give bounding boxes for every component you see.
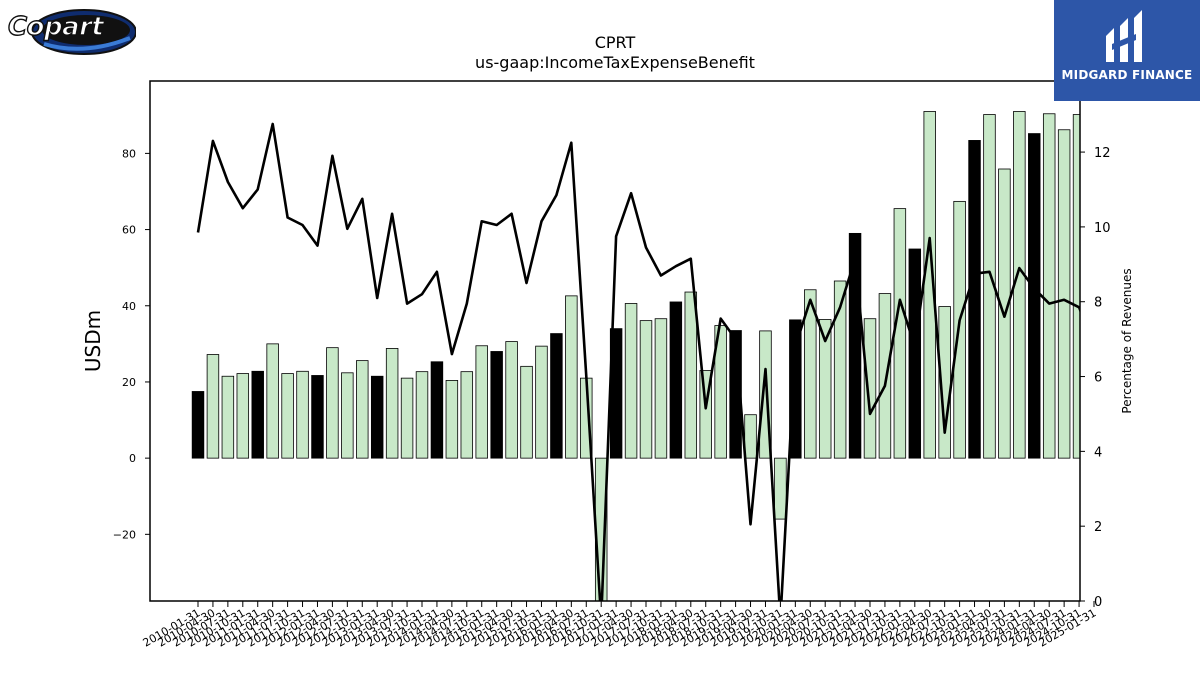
bar-2014-10-31 <box>475 345 488 459</box>
bar-2024-04-30 <box>1042 113 1056 459</box>
bar-2020-07-31 <box>818 319 832 459</box>
bar-2021-04-30 <box>863 318 877 459</box>
bar-2019-04-30 <box>744 414 757 459</box>
chart-title: CPRT <box>595 33 636 52</box>
y2-tick-label: 2 <box>1094 520 1102 535</box>
bar-2015-10-31 <box>535 345 548 459</box>
bar-2019-10-31 <box>774 457 787 520</box>
bar-2017-04-30 <box>624 303 638 459</box>
bar-2016-04-30 <box>565 295 578 459</box>
bar-2019-01-31 <box>729 330 742 459</box>
bar-2010-07-31 <box>221 375 235 459</box>
bar-2011-10-31 <box>296 370 309 459</box>
y-tick-label: 80 <box>122 147 136 160</box>
copart-logo-text: Copart <box>7 11 104 42</box>
bar-2018-04-30 <box>684 291 698 459</box>
bar-2012-01-31 <box>311 375 324 459</box>
bar-2020-10-31 <box>833 280 847 459</box>
bar-2011-07-31 <box>281 373 294 459</box>
bar-2025-01-31 <box>1088 167 1100 458</box>
bar-2015-04-30 <box>505 341 518 459</box>
bar-2015-07-31 <box>520 365 533 459</box>
chart-subtitle: us-gaap:IncomeTaxExpenseBenefit <box>475 53 755 72</box>
y-tick-label: 20 <box>122 376 136 389</box>
copart-logo-icon <box>31 9 137 55</box>
bar-2018-01-31 <box>669 301 683 459</box>
bar-2018-07-31 <box>699 370 712 459</box>
bar-2012-10-31 <box>356 360 369 459</box>
bar-2013-07-31 <box>400 377 414 459</box>
bar-2020-04-30 <box>804 289 817 459</box>
bar-2010-01-31 <box>191 391 205 459</box>
bar-2014-07-31 <box>460 371 474 459</box>
bar-2011-01-31 <box>251 370 264 459</box>
bar-2024-10-31 <box>1072 114 1080 459</box>
bar-2013-10-31 <box>415 371 429 459</box>
bar-2021-10-31 <box>893 208 907 459</box>
line-series <box>196 122 1080 601</box>
y-tick-label: 0 <box>129 452 136 465</box>
y2-tick-label: 0 <box>1094 595 1102 610</box>
bar-2024-07-31 <box>1057 129 1071 459</box>
bar-2017-10-31 <box>654 318 668 459</box>
y2-axis-label: Percentage of Revenues <box>1120 268 1134 413</box>
midgard-finance-logo: MIDGARD FINANCE <box>1054 0 1200 101</box>
bar-2010-04-30 <box>206 354 220 459</box>
bar-2016-01-31 <box>550 333 563 459</box>
y2-tick-label: 10 <box>1094 221 1111 236</box>
bar-2020-01-31 <box>789 319 802 459</box>
bar-2013-04-30 <box>385 348 399 459</box>
bar-2010-10-31 <box>236 373 250 459</box>
bar-2024-01-31 <box>1028 133 1041 459</box>
bar-2021-07-31 <box>878 293 892 459</box>
y2-tick-label: 4 <box>1094 445 1102 460</box>
midgard-logo-icon <box>1106 10 1142 62</box>
bar-2019-07-31 <box>759 330 772 459</box>
y-axis-label: USDm <box>81 310 105 372</box>
bar-2021-01-31 <box>848 232 862 459</box>
y2-tick-label: 12 <box>1094 146 1111 161</box>
percentage-line <box>196 122 1080 601</box>
y-tick-label: 40 <box>122 300 136 313</box>
bar-2012-04-30 <box>326 347 339 459</box>
bar-2017-07-31 <box>639 320 653 459</box>
axes: −200204060800246810122010-01-312010-04-3… <box>113 80 1111 650</box>
copart-logo: Copart <box>4 4 137 56</box>
bar-2011-04-30 <box>266 343 279 459</box>
y2-tick-label: 8 <box>1094 296 1102 311</box>
bar-2012-07-31 <box>341 372 354 459</box>
bar-2022-01-31 <box>908 248 922 459</box>
y2-tick-label: 6 <box>1094 371 1102 386</box>
bar-2023-01-31 <box>968 140 981 459</box>
y-tick-label: 60 <box>122 224 136 237</box>
bar-2013-01-31 <box>370 375 384 459</box>
bar-2014-01-31 <box>430 361 444 459</box>
y-tick-label: −20 <box>113 528 136 541</box>
midgard-logo-text: MIDGARD FINANCE <box>1061 68 1193 82</box>
bar-2014-04-30 <box>445 380 459 459</box>
bar-2015-01-31 <box>490 351 503 459</box>
plot-frame <box>149 80 1081 602</box>
